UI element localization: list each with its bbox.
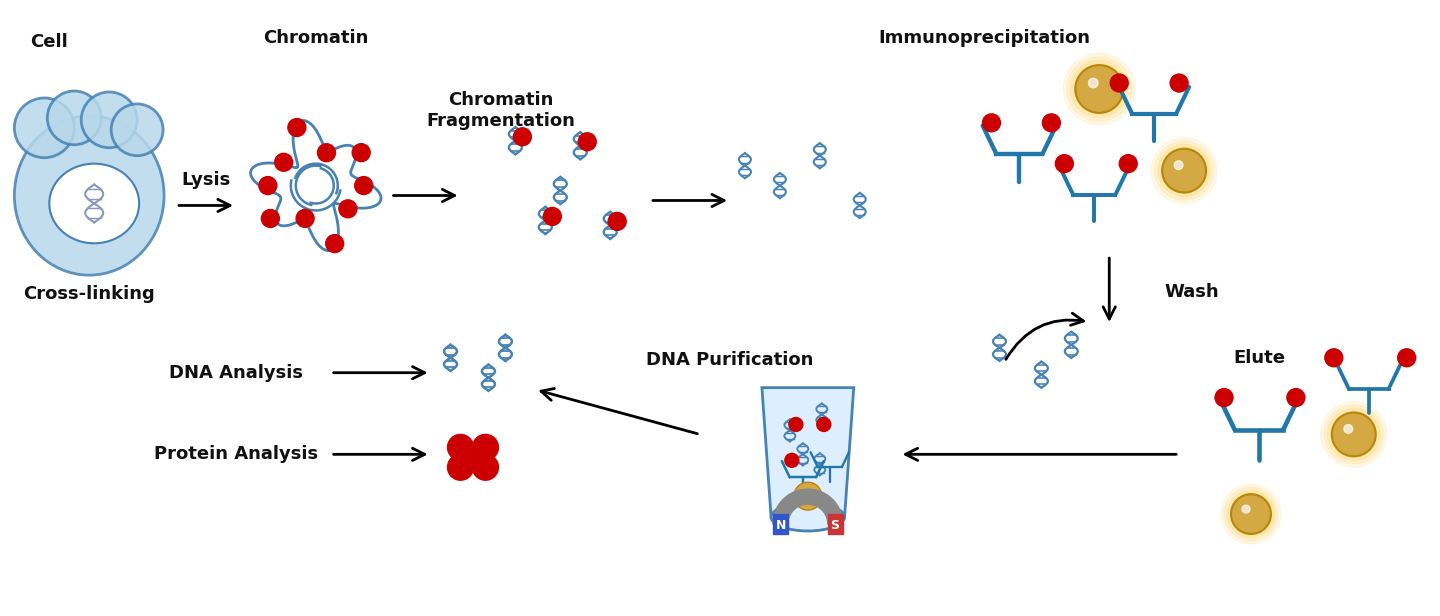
Circle shape xyxy=(48,91,101,145)
Circle shape xyxy=(982,114,1001,132)
Circle shape xyxy=(514,128,531,146)
Circle shape xyxy=(288,118,305,137)
Circle shape xyxy=(1063,53,1135,125)
Circle shape xyxy=(1221,484,1282,544)
Circle shape xyxy=(472,455,498,480)
Circle shape xyxy=(1056,155,1073,172)
Circle shape xyxy=(1162,148,1207,193)
Circle shape xyxy=(1076,65,1123,113)
Circle shape xyxy=(1287,389,1305,407)
Circle shape xyxy=(816,418,831,431)
Circle shape xyxy=(1332,413,1375,456)
Circle shape xyxy=(1344,424,1352,433)
Circle shape xyxy=(81,92,137,148)
Circle shape xyxy=(608,213,626,230)
Text: Lysis: Lysis xyxy=(181,171,230,188)
Circle shape xyxy=(785,453,799,468)
Circle shape xyxy=(1398,349,1416,367)
Circle shape xyxy=(317,144,336,161)
Circle shape xyxy=(1174,161,1184,169)
Circle shape xyxy=(354,177,373,195)
Circle shape xyxy=(1325,349,1342,367)
Ellipse shape xyxy=(14,116,164,275)
Circle shape xyxy=(1325,405,1384,464)
Circle shape xyxy=(325,235,344,253)
Circle shape xyxy=(1215,389,1233,407)
Polygon shape xyxy=(828,514,842,534)
Circle shape xyxy=(1328,408,1380,461)
Circle shape xyxy=(275,153,292,171)
Circle shape xyxy=(1331,411,1377,458)
Circle shape xyxy=(1155,141,1214,200)
Polygon shape xyxy=(773,514,788,534)
Circle shape xyxy=(459,444,485,470)
Circle shape xyxy=(353,144,370,161)
Circle shape xyxy=(1070,60,1128,118)
Circle shape xyxy=(1158,144,1211,197)
Circle shape xyxy=(1171,74,1188,92)
Circle shape xyxy=(1151,138,1217,203)
Text: Protein Analysis: Protein Analysis xyxy=(154,445,318,463)
Circle shape xyxy=(1074,64,1125,114)
Circle shape xyxy=(297,209,314,227)
Circle shape xyxy=(1224,487,1277,541)
Text: Elute: Elute xyxy=(1233,349,1284,367)
Circle shape xyxy=(543,208,562,225)
Circle shape xyxy=(1161,148,1207,193)
Circle shape xyxy=(448,434,474,460)
Circle shape xyxy=(1043,114,1060,132)
Circle shape xyxy=(1231,494,1272,534)
Text: Chromatin
Fragmentation: Chromatin Fragmentation xyxy=(426,91,575,130)
Circle shape xyxy=(1119,155,1138,172)
Circle shape xyxy=(789,418,804,431)
Circle shape xyxy=(14,98,75,158)
Circle shape xyxy=(448,455,474,480)
Circle shape xyxy=(793,482,822,510)
Text: DNA Purification: DNA Purification xyxy=(647,351,814,369)
Circle shape xyxy=(259,177,276,195)
Circle shape xyxy=(1110,74,1128,92)
Circle shape xyxy=(1230,493,1272,535)
Ellipse shape xyxy=(49,164,140,243)
Circle shape xyxy=(472,434,498,460)
Circle shape xyxy=(1089,78,1099,88)
Circle shape xyxy=(338,200,357,218)
Circle shape xyxy=(262,209,279,227)
Text: Cell: Cell xyxy=(30,33,68,51)
Polygon shape xyxy=(762,387,854,517)
Text: DNA Analysis: DNA Analysis xyxy=(168,363,302,382)
Text: Wash: Wash xyxy=(1164,283,1218,301)
Circle shape xyxy=(1067,57,1132,121)
Text: S: S xyxy=(831,519,840,532)
Text: N: N xyxy=(776,519,786,532)
Circle shape xyxy=(579,133,596,151)
Ellipse shape xyxy=(770,503,844,531)
Text: Immunoprecipitation: Immunoprecipitation xyxy=(878,30,1090,47)
Circle shape xyxy=(1320,402,1387,468)
Polygon shape xyxy=(773,489,842,524)
Text: Chromatin: Chromatin xyxy=(264,30,369,47)
Text: Cross-linking: Cross-linking xyxy=(23,285,156,303)
Circle shape xyxy=(1241,505,1250,513)
Circle shape xyxy=(111,104,163,156)
Circle shape xyxy=(1227,490,1274,538)
